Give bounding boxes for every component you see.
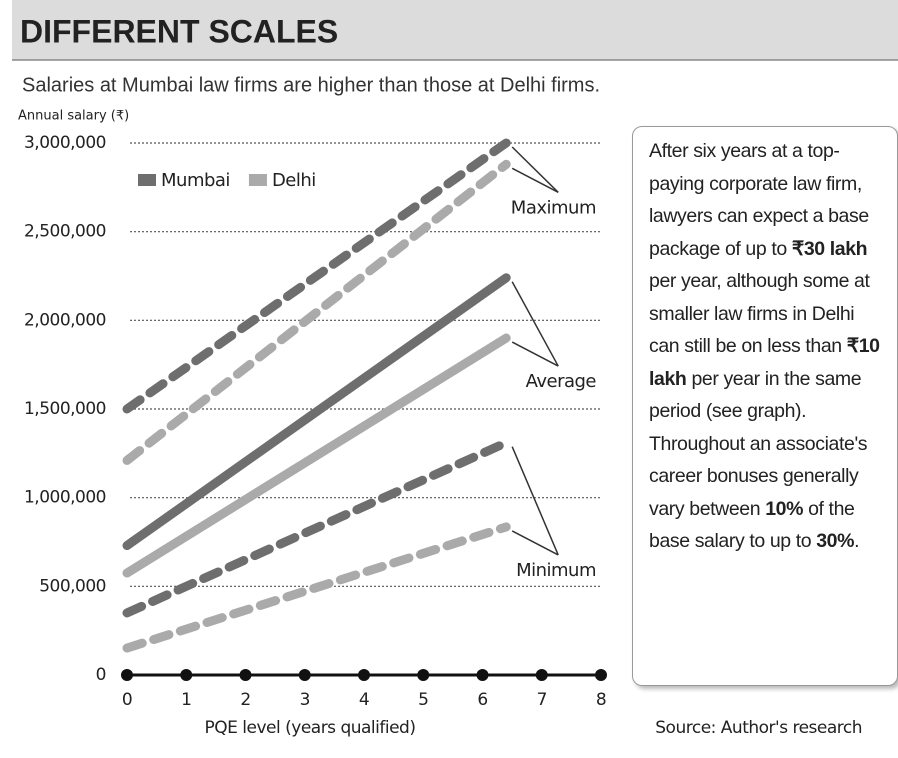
- y-tick-label: 1,000,000: [24, 488, 106, 508]
- series-line: [122, 273, 511, 551]
- annotation-leader: [511, 341, 559, 367]
- legend-label: Delhi: [272, 170, 316, 191]
- y-tick-label: 2,000,000: [24, 310, 106, 330]
- level-label: Maximum: [511, 197, 596, 218]
- x-tick-dot: [121, 669, 133, 681]
- annotation-leader: [511, 530, 559, 556]
- x-tick-label: 3: [300, 690, 310, 710]
- x-tick-dot: [358, 669, 370, 681]
- annotation-leader: [511, 167, 559, 193]
- legend-swatch: [138, 174, 156, 186]
- series-line: [122, 333, 511, 578]
- note-text: per year in the same period (see graph).…: [649, 367, 868, 520]
- x-tick-label: 2: [240, 690, 250, 710]
- chart-title: DIFFERENT SCALES: [20, 13, 338, 49]
- y-tick-label: 0: [96, 665, 106, 685]
- header-band: [12, 0, 898, 60]
- x-tick-label: 5: [418, 690, 428, 710]
- note-box: After six years at a top-paying corporat…: [632, 126, 898, 686]
- x-tick-dot: [535, 669, 548, 681]
- note-text: 30%: [816, 530, 855, 552]
- chart-subtitle: Salaries at Mumbai law firms are higher …: [22, 74, 600, 96]
- x-tick-label: 1: [181, 690, 191, 710]
- note-text: ₹30 lakh: [791, 237, 868, 260]
- source: Source: Author's research: [655, 718, 862, 738]
- x-tick-label: 6: [477, 690, 487, 710]
- note-text: 10%: [765, 497, 804, 520]
- x-tick-dot: [298, 669, 311, 681]
- x-tick-dot: [180, 669, 193, 681]
- annotation-leader: [511, 281, 559, 367]
- y-tick-label: 1,500,000: [24, 399, 106, 419]
- y-tick-label: 3,000,000: [24, 133, 106, 153]
- x-tick-dot: [595, 669, 607, 681]
- legend-swatch: [248, 174, 267, 186]
- series-line: [122, 522, 511, 653]
- x-tick-label: 7: [537, 690, 547, 710]
- note-text: After six years at a top-paying corporat…: [649, 140, 869, 260]
- annotation-leader: [511, 446, 559, 556]
- y-axis-label: Annual salary (₹): [18, 109, 129, 124]
- series-line: [122, 438, 511, 618]
- x-tick-dot: [417, 669, 430, 681]
- series-line: [122, 138, 511, 414]
- level-label: Average: [526, 371, 597, 392]
- x-tick-dot: [239, 669, 252, 681]
- note-text: ₹10 lakh: [649, 335, 880, 390]
- legend-label: Mumbai: [161, 170, 230, 191]
- y-tick-label: 2,500,000: [24, 222, 106, 242]
- series-line: [122, 159, 511, 465]
- note-text: per year, although some at smaller law f…: [649, 270, 870, 357]
- note-text: .: [854, 530, 860, 552]
- x-tick-dot: [476, 669, 489, 681]
- x-tick-label: 4: [359, 690, 369, 710]
- y-tick-label: 500,000: [39, 576, 106, 596]
- note-text: of the base salary to up to: [649, 497, 855, 553]
- x-tick-label: 0: [122, 690, 132, 710]
- x-tick-label: 8: [596, 690, 606, 710]
- annotation-leader: [511, 146, 559, 193]
- level-label: Minimum: [516, 560, 596, 581]
- x-axis-label: PQE level (years qualified): [205, 718, 416, 738]
